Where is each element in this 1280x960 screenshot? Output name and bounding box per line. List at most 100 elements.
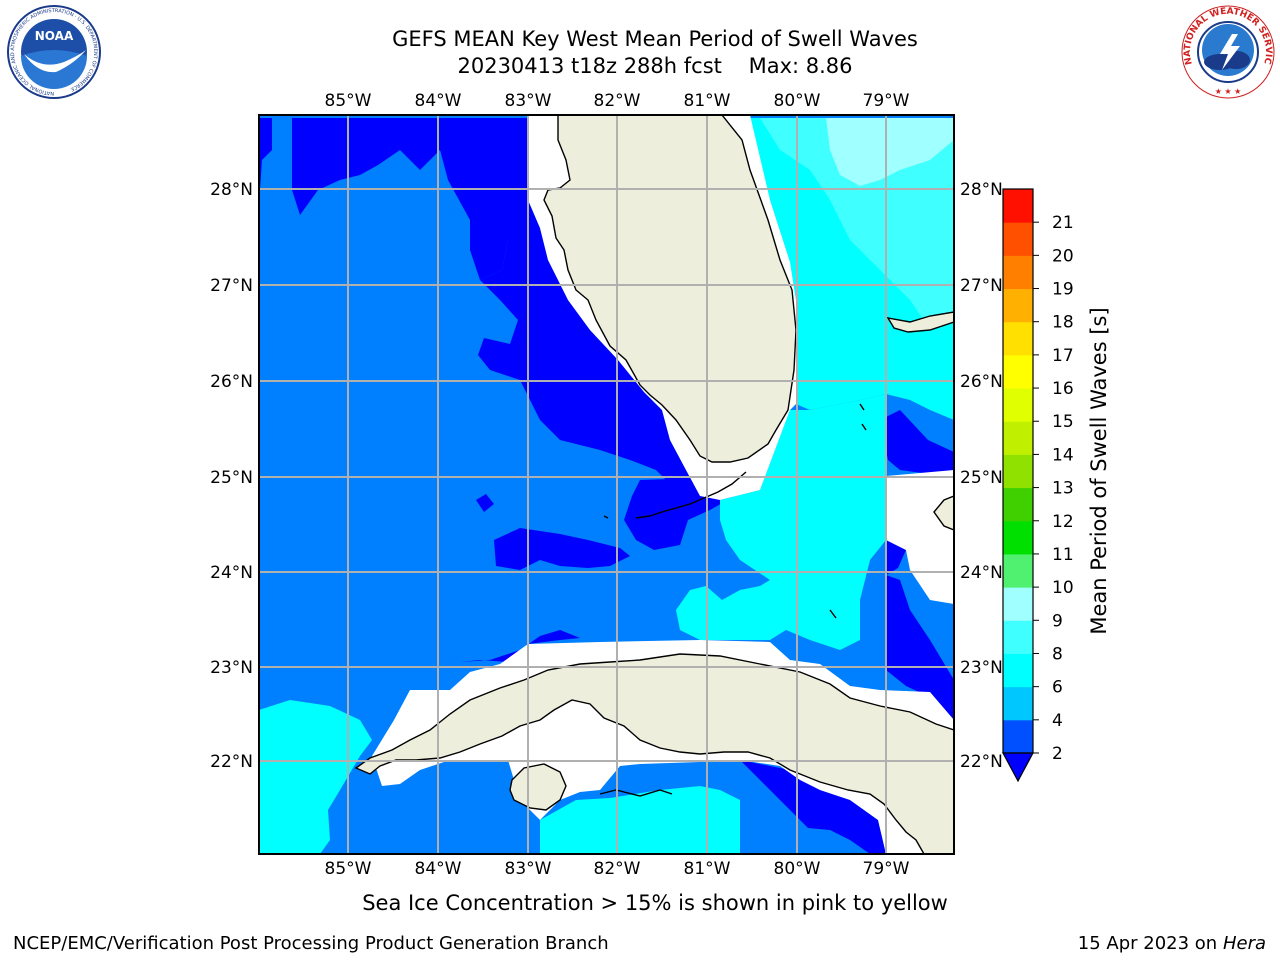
period-8-9-regions [826,118,954,186]
bahamas-mask [886,470,954,604]
lon-label: 83°W [505,859,552,879]
lon-labels-bottom: 85°W 84°W 83°W 82°W 81°W 80°W 79°W [325,859,910,879]
cuba-north-dark [440,630,580,664]
cuba-south-dark [740,760,886,854]
colorbar-segments [1003,189,1033,754]
colorbar-tick-label: 9 [1052,611,1063,631]
colorbar-tick-label: 13 [1052,479,1074,499]
lon-label: 82°W [594,859,641,879]
colorbar-segment [1003,653,1033,688]
date-stamp: 15 Apr 2023 on Hera [1078,933,1266,954]
florida-straits-cyan [676,394,886,650]
lat-label: 28°N [210,180,253,200]
lat-label: 28°N [960,180,1003,200]
colorbar-segment [1003,222,1033,256]
lat-label: 27°N [210,276,253,296]
colorbar: 2 4 6 8 9 10 11 12 13 14 15 16 17 18 19 20 21 Mean Perio… [1001,188,1111,783]
nw-dark-band [260,118,272,190]
colorbar-tick-label: 17 [1052,346,1074,366]
lat-label: 22°N [960,752,1003,772]
date-text: 15 Apr 2023 on [1077,933,1223,954]
colorbar-segment [1003,388,1033,422]
lon-label: 82°W [594,91,641,111]
colorbar-tick-label: 14 [1052,445,1074,465]
lat-label: 25°N [210,468,253,488]
lon-label: 85°W [325,859,372,879]
period-6-8-regions [760,118,954,330]
lon-label: 79°W [863,91,910,111]
lat-label: 26°N [210,372,253,392]
colorbar-tick-label: 16 [1052,379,1074,399]
host-name: Hera [1222,933,1266,954]
lon-label: 84°W [415,91,462,111]
colorbar-extend-arrow [1001,752,1035,783]
colorbar-frame [1002,188,1034,754]
sw-cyan-patch [259,700,372,854]
colorbar-label: Mean Period of Swell Waves [s] [1087,307,1111,634]
colorbar-segment [1003,587,1033,621]
colorbar-segment [1003,686,1033,721]
colorbar-tick-label: 21 [1052,213,1074,233]
swell-period-field [259,115,954,854]
noaa-logo: NOAA NATIONAL OCEANIC AND ATMOSPHERIC AD… [7,5,101,99]
se-dark-band [886,575,954,720]
colorbar-tick-label: 4 [1052,711,1063,731]
lon-label: 81°W [684,859,731,879]
ne-light-patch [826,118,954,186]
colorbar-segment [1003,421,1033,455]
colorbar-segment [1003,719,1033,754]
lon-label: 83°W [505,91,552,111]
cuba-island [354,653,954,854]
colorbar-tick-label: 6 [1052,678,1063,698]
colorbar-tick-label: 8 [1052,644,1063,664]
small-dark-blob [476,494,494,512]
colorbar-tick-label: 15 [1052,412,1074,432]
lon-labels-top: 85°W 84°W 83°W 82°W 81°W 80°W 79°W [325,91,910,111]
lon-label: 84°W [415,859,462,879]
colorbar-tick-label: 20 [1052,246,1074,266]
svg-text:NOAA: NOAA [35,29,74,43]
colorbar-tick-label: 12 [1052,512,1074,532]
colorbar-segment [1003,255,1033,290]
colorbar-segment [1003,288,1033,323]
lat-label: 24°N [960,563,1003,583]
colorbar-segment [1003,620,1033,654]
map-frame [258,114,955,855]
star-icon: ★ ★ ★ [1215,87,1242,96]
lat-label: 23°N [210,658,253,678]
colorbar-segment [1003,354,1033,389]
colorbar-segment [1003,454,1033,489]
bahamas-east-dark [880,410,954,474]
colorbar-segment [1003,520,1033,555]
lat-labels-left: 28°N 27°N 26°N 25°N 24°N 23°N 22°N [210,180,253,772]
lon-label: 79°W [863,859,910,879]
east-channel-dark [886,540,906,575]
lat-label: 25°N [960,468,1003,488]
lat-label: 22°N [210,752,253,772]
map-title: GEFS MEAN Key West Mean Period of Swell … [392,27,918,51]
colorbar-tick-label: 2 [1052,744,1063,764]
lon-label: 81°W [684,91,731,111]
colorbar-tick-label: 19 [1052,280,1074,300]
credit-text: NCEP/EMC/Verification Post Processing Pr… [13,933,609,954]
colorbar-segment [1003,189,1033,223]
period-below-2-regions [260,118,954,854]
lat-label: 24°N [210,563,253,583]
isla-de-la-juventud [509,763,567,811]
florida-keys [599,403,867,797]
graticule [259,115,954,854]
west-florida-shelf-dark [478,118,700,500]
north-dark-band [292,118,528,280]
lat-label: 23°N [960,658,1003,678]
colorbar-tick-label: 10 [1052,578,1074,598]
lat-labels-right: 28°N 27°N 26°N 25°N 24°N 23°N 22°N [960,180,1003,772]
colorbar-ticks: 2 4 6 8 9 10 11 12 13 14 15 16 17 18 19 20 21 [1033,213,1074,764]
colorbar-segment [1003,553,1033,588]
colorbar-tick-label: 18 [1052,313,1074,333]
map-subtitle: 20230413 t18z 288h fcst Max: 8.86 [457,54,853,78]
colorbar-tick-label: 11 [1052,545,1074,565]
andros-island [933,495,954,531]
lat-label: 27°N [960,276,1003,296]
florida-peninsula [543,115,797,463]
